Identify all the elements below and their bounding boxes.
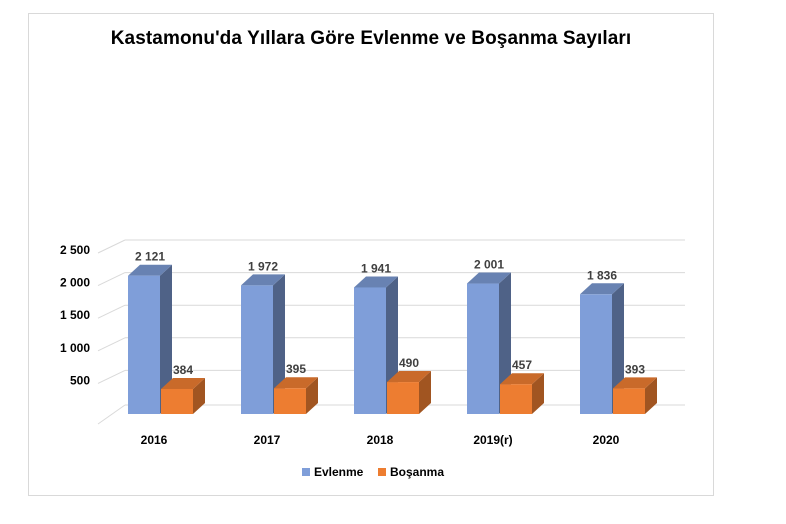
- bar-side-0-0: [160, 264, 172, 414]
- data-label: 457: [512, 358, 532, 372]
- bar-side-1-1: [306, 377, 318, 414]
- bar-bosanma-2019(r): [500, 384, 532, 414]
- bar-bosanma-2018: [387, 382, 419, 414]
- bar-top-0-3: [467, 272, 511, 284]
- x-tick-label: 2017: [254, 433, 281, 447]
- bar-bosanma-2020: [613, 388, 645, 414]
- bar-top-0-0: [128, 264, 172, 276]
- bar-top-1-2: [387, 371, 431, 383]
- bar-evlenme-2018: [354, 287, 386, 414]
- bar-top-1-4: [613, 377, 657, 389]
- bar-top-0-2: [354, 276, 398, 288]
- floor-side: [97, 404, 126, 425]
- data-label: 384: [173, 363, 193, 377]
- data-label: 2 121: [135, 250, 165, 264]
- gridline-side: [97, 239, 126, 254]
- bar-top-1-0: [161, 377, 205, 389]
- data-label: 490: [399, 356, 419, 370]
- legend-label: Evlenme: [314, 465, 364, 479]
- gridline-side: [97, 272, 126, 287]
- bar-side-1-0: [193, 377, 205, 414]
- chart-title: Kastamonu'da Yıllara Göre Evlenme ve Boş…: [110, 28, 632, 49]
- legend-swatch-0: [302, 468, 310, 476]
- bar-evlenme-2017: [241, 285, 273, 414]
- bar-side-1-4: [645, 377, 657, 414]
- bar-top-1-1: [274, 377, 318, 389]
- bar-bosanma-2017: [274, 388, 306, 414]
- gridline-side: [97, 369, 126, 384]
- data-label: 1 941: [361, 261, 391, 275]
- bar-evlenme-2016: [128, 275, 160, 414]
- y-tick-label: 2 000: [60, 276, 90, 290]
- data-label: 2 001: [474, 258, 504, 272]
- chart-area: [28, 13, 714, 496]
- bar-bosanma-2016: [161, 388, 193, 414]
- bar-top-0-4: [580, 283, 624, 295]
- data-label: 1 972: [248, 259, 278, 273]
- x-tick-label: 2018: [367, 433, 394, 447]
- x-tick-label: 2016: [141, 433, 168, 447]
- data-label: 395: [286, 362, 306, 376]
- bar-evlenme-2019(r): [467, 283, 499, 414]
- y-tick-label: 2 500: [60, 243, 90, 257]
- bar-top-0-1: [241, 274, 285, 286]
- legend-label: Boşanma: [390, 465, 444, 479]
- gridline-side: [97, 304, 126, 319]
- data-label: 393: [625, 362, 645, 376]
- bar-evlenme-2020: [580, 294, 612, 414]
- data-label: 1 836: [587, 268, 617, 282]
- bar-side-0-1: [273, 274, 285, 414]
- legend-swatch-1: [378, 468, 386, 476]
- y-tick-label: 500: [70, 373, 90, 387]
- y-tick-label: 1 000: [60, 341, 90, 355]
- bar-top-1-3: [500, 373, 544, 385]
- bar-side-1-2: [419, 371, 431, 414]
- x-tick-label: 2019(r): [473, 433, 512, 447]
- gridline-side: [97, 337, 126, 352]
- x-tick-label: 2020: [593, 433, 620, 447]
- bar-side-1-3: [532, 373, 544, 414]
- y-tick-label: 1 500: [60, 308, 90, 322]
